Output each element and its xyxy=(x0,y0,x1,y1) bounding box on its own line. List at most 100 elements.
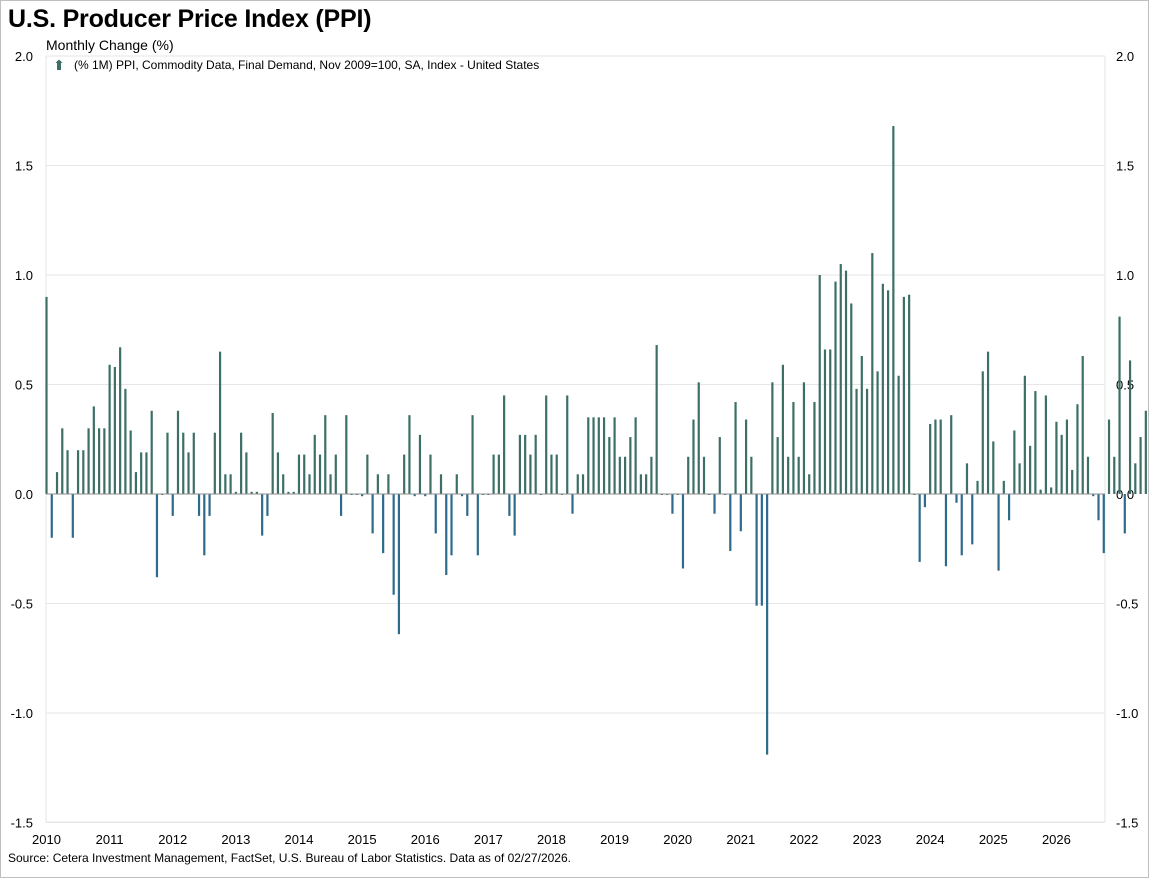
bar xyxy=(261,494,264,536)
bar xyxy=(82,450,85,494)
gridlines xyxy=(45,55,1106,823)
chart-subtitle: Monthly Change (%) xyxy=(46,37,174,53)
bar xyxy=(129,430,132,494)
bar xyxy=(429,454,432,494)
y-tick-label-left: -1.5 xyxy=(11,816,33,831)
bar xyxy=(476,494,479,556)
bar xyxy=(581,474,585,494)
x-tick-label: 2014 xyxy=(285,832,314,847)
x-tick-label: 2022 xyxy=(789,832,818,847)
bar xyxy=(1086,456,1090,494)
y-tick-label-right: 2.0 xyxy=(1116,49,1134,64)
bar xyxy=(645,474,648,494)
bar xyxy=(692,419,695,494)
bar xyxy=(624,456,627,494)
bar xyxy=(229,474,232,494)
bar xyxy=(366,454,369,494)
bar xyxy=(681,494,685,569)
bar xyxy=(976,480,979,494)
bar xyxy=(776,437,779,494)
legend-bar-glyph xyxy=(57,61,61,70)
bar xyxy=(518,434,521,494)
y-tick-label-right: -0.5 xyxy=(1116,597,1138,612)
bar xyxy=(718,437,721,494)
bar xyxy=(376,474,379,494)
bar xyxy=(92,406,95,494)
bar xyxy=(192,432,195,494)
bar xyxy=(361,494,364,497)
bar xyxy=(592,417,595,494)
bar xyxy=(997,494,1000,571)
bar xyxy=(282,474,285,494)
bar xyxy=(566,395,569,494)
y-tick-label-left: -1.0 xyxy=(11,706,33,721)
x-tick-label: 2015 xyxy=(348,832,377,847)
bar xyxy=(860,356,863,494)
bar xyxy=(50,494,53,538)
x-tick-label: 2016 xyxy=(411,832,440,847)
bar xyxy=(1123,494,1126,534)
bar xyxy=(892,126,895,494)
bar xyxy=(150,410,153,494)
legend: (% 1M) PPI, Commodity Data, Final Demand… xyxy=(55,58,539,72)
bar xyxy=(1023,375,1026,494)
bar xyxy=(324,415,327,494)
x-tick-label: 2013 xyxy=(221,832,250,847)
bar xyxy=(224,474,227,494)
bar xyxy=(965,463,969,494)
bar xyxy=(634,417,637,494)
bar xyxy=(140,452,143,494)
bar xyxy=(766,494,769,755)
bar xyxy=(103,428,106,494)
bar xyxy=(829,349,832,494)
bar xyxy=(297,454,301,494)
bar xyxy=(992,441,995,494)
bar xyxy=(392,494,395,595)
bar xyxy=(71,494,74,538)
bar xyxy=(266,494,269,516)
bar xyxy=(734,402,737,494)
bar xyxy=(1134,463,1137,494)
bar xyxy=(881,283,884,494)
y-tick-label-left: 1.0 xyxy=(15,268,33,283)
bar xyxy=(855,388,858,494)
x-tick-label: 2025 xyxy=(979,832,1008,847)
bar xyxy=(1060,434,1063,494)
bar xyxy=(513,494,516,536)
x-tick-label: 2023 xyxy=(853,832,882,847)
x-tick-label: 2018 xyxy=(537,832,566,847)
bar xyxy=(176,410,180,494)
bar xyxy=(1065,419,1069,494)
bar xyxy=(934,419,937,494)
y-tick-label-left: 1.5 xyxy=(15,159,33,174)
y-tick-label-left: -0.5 xyxy=(11,597,33,612)
bar xyxy=(508,494,511,516)
x-axis-ticks: 2010 2011 2012 2013 2014 2015 2016 2017 2018 2019… xyxy=(32,832,1071,847)
chart-title: U.S. Producer Price Index (PPI) xyxy=(8,5,372,33)
bar xyxy=(839,264,842,494)
bar xyxy=(850,303,853,494)
bar xyxy=(571,494,574,514)
bar xyxy=(813,402,816,494)
bar xyxy=(403,454,406,494)
x-tick-label: 2026 xyxy=(1042,832,1071,847)
data-bars xyxy=(45,126,1147,755)
bar xyxy=(155,494,159,578)
bar xyxy=(944,494,948,567)
bar xyxy=(318,454,322,494)
bar xyxy=(439,474,443,494)
bar xyxy=(587,417,590,494)
bar xyxy=(303,454,306,494)
bar xyxy=(639,474,642,494)
bar xyxy=(1102,494,1105,554)
bar xyxy=(834,281,837,494)
y-tick-label-left: 0.0 xyxy=(15,487,33,502)
bar xyxy=(413,494,416,497)
bar xyxy=(76,450,80,494)
bar xyxy=(908,294,911,494)
bar xyxy=(739,494,742,532)
bar xyxy=(781,364,784,494)
bar xyxy=(986,351,990,494)
bar xyxy=(1128,360,1132,494)
bar xyxy=(492,454,495,494)
